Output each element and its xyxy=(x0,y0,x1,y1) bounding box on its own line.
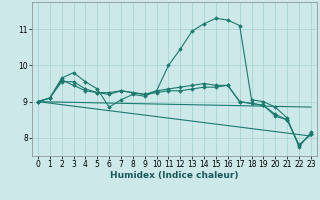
X-axis label: Humidex (Indice chaleur): Humidex (Indice chaleur) xyxy=(110,171,239,180)
